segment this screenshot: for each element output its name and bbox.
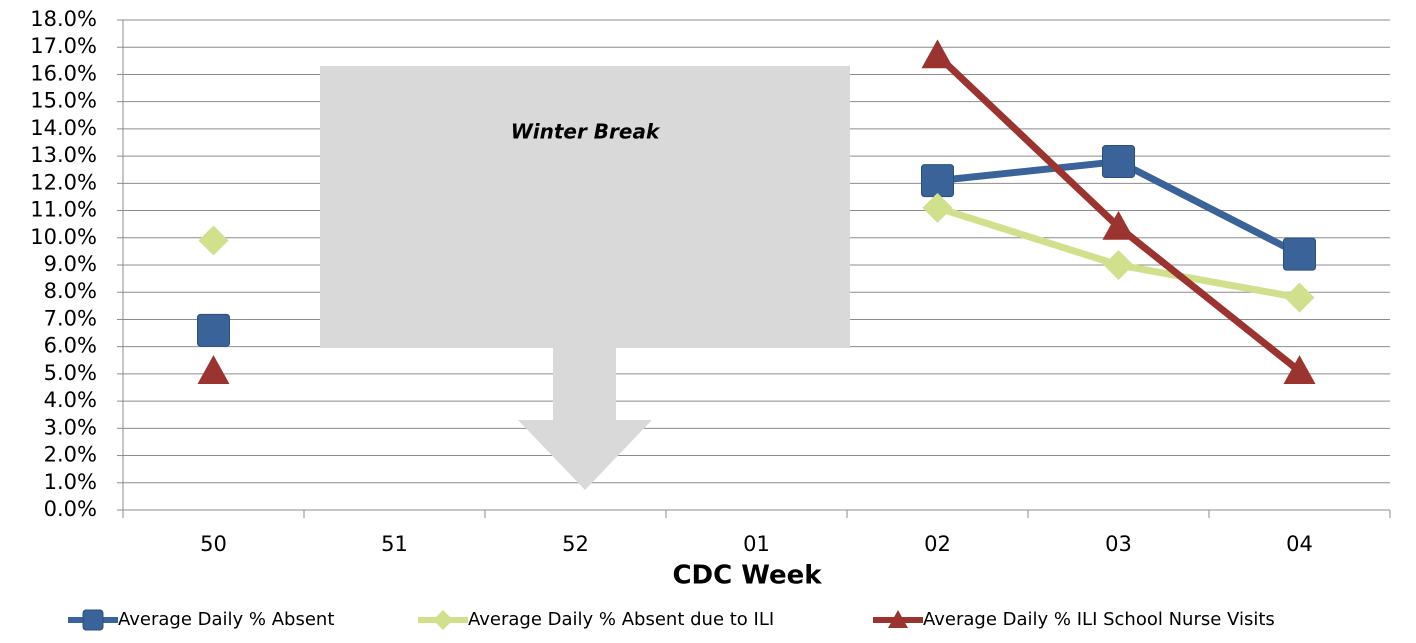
y-tick-label: 16.0% [30, 61, 97, 85]
y-tick-label: 4.0% [44, 388, 97, 412]
y-tick-label: 5.0% [44, 361, 97, 385]
marker [921, 164, 954, 198]
y-tick-label: 10.0% [30, 225, 97, 249]
y-tick-label: 18.0% [30, 7, 97, 31]
x-tick-label: 51 [381, 532, 408, 556]
x-tick-label: 04 [1286, 532, 1313, 556]
marker [198, 225, 229, 256]
annotation-arrow [518, 348, 652, 490]
legend-marker [433, 610, 453, 630]
legend-marker [888, 610, 908, 628]
marker [921, 39, 954, 69]
marker [1284, 282, 1315, 313]
y-tick-label: 14.0% [30, 116, 97, 140]
y-tick-label: 3.0% [44, 415, 97, 439]
marker [197, 313, 230, 347]
marker [922, 192, 953, 223]
y-tick-label: 6.0% [44, 334, 97, 358]
y-tick-label: 0.0% [44, 497, 97, 521]
legend-label: Average Daily % ILI School Nurse Visits [923, 609, 1275, 630]
y-tick-label: 12.0% [30, 170, 97, 194]
y-tick-label: 9.0% [44, 252, 97, 276]
marker [1102, 145, 1135, 179]
y-tick-label: 13.0% [30, 143, 97, 167]
y-tick-label: 1.0% [44, 470, 97, 494]
marker [197, 355, 230, 384]
x-tick-label: 52 [562, 532, 589, 556]
legend-label: Average Daily % Absent due to ILI [468, 609, 774, 630]
y-tick-label: 11.0% [30, 198, 97, 222]
x-tick-label: 03 [1105, 532, 1132, 556]
marker [1102, 210, 1135, 240]
legend-marker [82, 609, 104, 631]
marker [1283, 237, 1316, 271]
y-tick-label: 2.0% [44, 443, 97, 467]
y-tick-label: 15.0% [30, 89, 97, 113]
y-tick-label: 7.0% [44, 306, 97, 330]
x-tick-label: 01 [743, 532, 770, 556]
annotation: Winter Break [511, 120, 661, 144]
marker [1103, 250, 1134, 280]
x-tick-label: 02 [924, 532, 951, 556]
marker [1283, 355, 1316, 384]
x-tick-label: 50 [200, 532, 227, 556]
annotation-box [320, 66, 850, 348]
x-axis-title: CDC Week [672, 561, 822, 591]
legend-label: Average Daily % Absent [118, 609, 334, 630]
y-tick-label: 8.0% [44, 279, 97, 303]
y-tick-label: 17.0% [30, 34, 97, 58]
